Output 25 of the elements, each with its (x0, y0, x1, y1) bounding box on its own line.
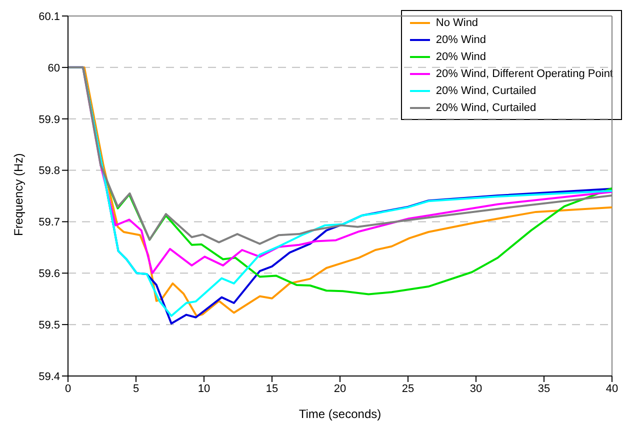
legend-label: No Wind (436, 16, 478, 28)
y-tick-label: 59.7 (38, 216, 60, 229)
x-tick-label: 30 (470, 382, 482, 395)
legend-label: 20% Wind (436, 34, 486, 46)
y-tick-label: 59.8 (38, 165, 60, 178)
x-tick-label: 10 (198, 382, 210, 395)
x-tick-label: 20 (334, 382, 346, 395)
y-tick-label: 59.5 (38, 319, 60, 332)
y-tick-label: 59.9 (38, 114, 60, 126)
y-axis-title: Frequency (Hz) (11, 153, 26, 236)
y-tick-label: 60.1 (38, 10, 60, 23)
y-tick-label: 59.4 (38, 370, 60, 383)
x-tick-label: 35 (538, 382, 550, 395)
x-tick-label: 25 (402, 382, 414, 395)
legend-label: 20% Wind, Curtailed (436, 102, 536, 114)
legend-label: 20% Wind (436, 50, 486, 62)
x-tick-label: 0 (64, 382, 72, 395)
x-tick-label: 40 (606, 382, 618, 395)
legend-label: 20% Wind, Curtailed (436, 84, 536, 96)
legend-label: 20% Wind, Different Operating Point (436, 68, 613, 80)
x-axis-title: Time (seconds) (298, 407, 382, 421)
y-tick-label: 60 (48, 62, 60, 74)
y-tick-label: 59.6 (38, 268, 60, 280)
x-tick-label: 15 (266, 382, 278, 395)
x-tick-label: 5 (132, 382, 140, 395)
